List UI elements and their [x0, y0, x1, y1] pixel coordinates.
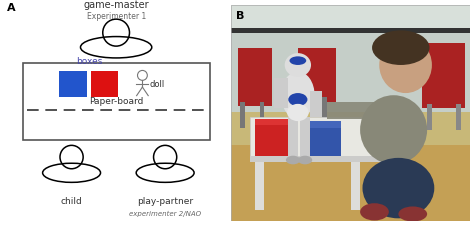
Bar [231, 4, 470, 112]
Bar [322, 97, 327, 123]
Ellipse shape [363, 158, 434, 218]
Ellipse shape [398, 207, 427, 222]
Text: child: child [61, 197, 82, 206]
Ellipse shape [290, 56, 306, 65]
Ellipse shape [288, 93, 308, 106]
Bar [274, 78, 288, 108]
Bar [255, 123, 288, 156]
Text: B: B [236, 11, 244, 21]
Ellipse shape [379, 37, 432, 93]
Bar [231, 4, 470, 30]
Text: experimenter 2/NAO: experimenter 2/NAO [129, 211, 201, 217]
Text: game-master: game-master [83, 0, 149, 10]
Bar [238, 89, 272, 106]
Bar [327, 102, 393, 119]
Ellipse shape [281, 72, 315, 119]
Ellipse shape [372, 30, 429, 65]
Bar [250, 117, 382, 160]
Bar [255, 119, 288, 126]
Bar [298, 48, 336, 87]
Bar [302, 121, 341, 128]
Bar [231, 28, 470, 33]
Bar [300, 97, 305, 123]
Ellipse shape [360, 203, 389, 220]
Bar [240, 102, 245, 128]
Bar [231, 112, 470, 220]
Bar [427, 104, 432, 130]
Text: play-partner: play-partner [137, 197, 193, 206]
Text: Paper-board: Paper-board [89, 97, 143, 106]
Text: boxes: boxes [76, 57, 102, 66]
Bar [255, 158, 264, 210]
Bar [298, 87, 336, 102]
Bar [23, 63, 210, 140]
Bar [91, 71, 118, 97]
Bar [238, 48, 272, 91]
Ellipse shape [285, 53, 311, 77]
Bar [59, 71, 87, 97]
Bar [422, 43, 465, 91]
Ellipse shape [287, 104, 309, 121]
Bar [350, 158, 360, 210]
Ellipse shape [360, 95, 427, 164]
Bar [310, 91, 322, 117]
Text: doll: doll [149, 80, 164, 89]
Bar [231, 112, 470, 145]
Ellipse shape [286, 156, 300, 164]
Ellipse shape [298, 156, 312, 164]
Bar [302, 126, 341, 156]
Bar [288, 117, 298, 156]
Bar [250, 156, 382, 162]
Bar [422, 91, 465, 108]
Bar [260, 102, 264, 128]
Bar [456, 104, 461, 130]
Text: A: A [7, 3, 16, 13]
Bar [300, 117, 310, 156]
Text: Experimenter 1: Experimenter 1 [86, 12, 146, 21]
